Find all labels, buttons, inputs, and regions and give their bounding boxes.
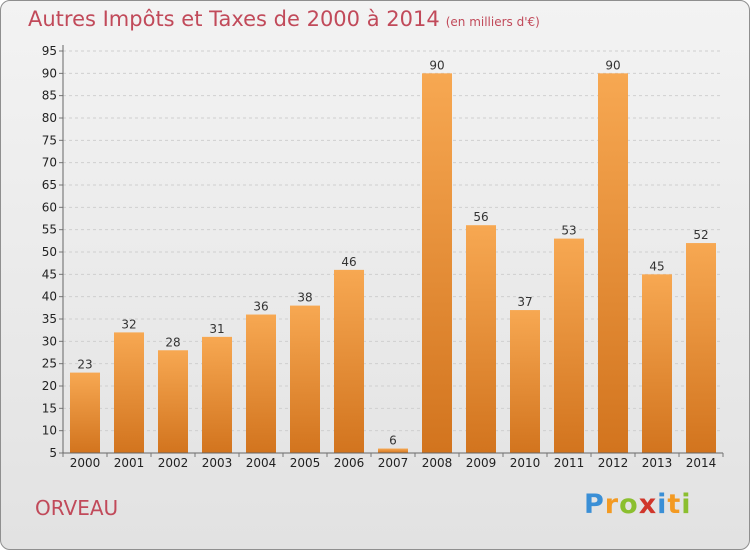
x-tick-label: 2013 (642, 456, 673, 470)
y-tick-label: 30 (42, 334, 57, 348)
y-tick-label: 85 (42, 89, 57, 103)
chart-title: Autres Impôts et Taxes de 2000 à 2014 (en… (28, 7, 540, 31)
logo-letter: t (667, 489, 682, 520)
chart-subtitle: (en milliers d'€) (445, 15, 540, 29)
bar-value-label: 46 (341, 255, 356, 269)
x-tick-label: 2009 (466, 456, 497, 470)
bar (246, 314, 276, 453)
bar (378, 448, 408, 453)
logo-letter: r (604, 489, 620, 520)
y-tick-label: 90 (42, 66, 57, 80)
y-axis-ticks: 5 10 15 20 25 30 35 40 45 50 55 60 65 70 75 80 85 90 95 (42, 44, 63, 460)
x-tick-label: 2000 (70, 456, 101, 470)
y-tick-label: 80 (42, 111, 57, 125)
y-tick-label: 60 (42, 200, 57, 214)
logo-letter: i (657, 489, 668, 520)
logo-letter: o (619, 489, 639, 520)
axes (62, 45, 723, 454)
y-tick-label: 65 (42, 178, 57, 192)
y-tick-label: 40 (42, 290, 57, 304)
x-tick-label: 2014 (686, 456, 717, 470)
bar-value-label: 37 (517, 295, 532, 309)
bar-value-label: 28 (165, 335, 180, 349)
y-tick-label: 20 (42, 379, 57, 393)
proxiti-logo: Proxiti (584, 489, 692, 520)
bar-value-label: 23 (77, 358, 92, 372)
x-tick-label: 2012 (598, 456, 629, 470)
y-tick-label: 10 (42, 424, 57, 438)
y-tick-label: 5 (49, 446, 57, 460)
y-tick-label: 25 (42, 357, 57, 371)
x-tick-label: 2002 (158, 456, 189, 470)
bar-value-label: 36 (253, 300, 268, 314)
x-tick-label: 2005 (290, 456, 321, 470)
y-tick-label: 15 (42, 401, 57, 415)
bar-value-label: 38 (297, 291, 312, 305)
bar-value-label: 31 (209, 322, 224, 336)
bar (554, 238, 584, 453)
bar-value-label: 32 (121, 317, 136, 331)
logo-letter: i (681, 489, 692, 520)
bar-value-label: 45 (649, 259, 664, 273)
bar-value-label: 52 (693, 228, 708, 242)
bar (686, 243, 716, 453)
x-tick-label: 2004 (246, 456, 277, 470)
bar (290, 305, 320, 453)
x-tick-label: 2008 (422, 456, 453, 470)
y-tick-label: 50 (42, 245, 57, 259)
y-tick-label: 55 (42, 223, 57, 237)
x-tick-label: 2011 (554, 456, 585, 470)
y-tick-label: 70 (42, 156, 57, 170)
bar (466, 225, 496, 453)
y-tick-label: 45 (42, 267, 57, 281)
bar (510, 310, 540, 453)
bars: 23 32 28 31 36 38 46 6 90 56 37 53 90 45 52 (70, 58, 716, 453)
y-tick-label: 75 (42, 133, 57, 147)
bar (70, 372, 100, 453)
x-tick-label: 2003 (202, 456, 233, 470)
bar (334, 269, 364, 453)
bar-value-label: 90 (605, 58, 620, 72)
logo-letter: x (638, 489, 658, 520)
commune-name: ORVEAU (35, 496, 119, 520)
bar (114, 332, 144, 453)
bar (642, 274, 672, 453)
x-tick-label: 2006 (334, 456, 365, 470)
x-axis-ticks: 2000 2001 2002 2003 2004 2005 2006 2007 2008 2009… (62, 453, 724, 470)
x-tick-label: 2001 (114, 456, 145, 470)
bar-value-label: 56 (473, 210, 488, 224)
bar-value-label: 90 (429, 58, 444, 72)
y-tick-label: 35 (42, 312, 57, 326)
bar-value-label: 53 (561, 224, 576, 238)
bar (202, 336, 232, 453)
bar (422, 73, 452, 453)
x-tick-label: 2007 (378, 456, 409, 470)
bar (158, 350, 188, 453)
x-tick-label: 2010 (510, 456, 541, 470)
bar-chart: 5 10 15 20 25 30 35 40 45 50 55 60 65 70 75 80 85 90 95 23… (42, 44, 724, 470)
bar (598, 73, 628, 453)
logo-letter: P (584, 489, 605, 520)
y-tick-label: 95 (42, 44, 57, 58)
bar-value-label: 6 (389, 434, 397, 448)
